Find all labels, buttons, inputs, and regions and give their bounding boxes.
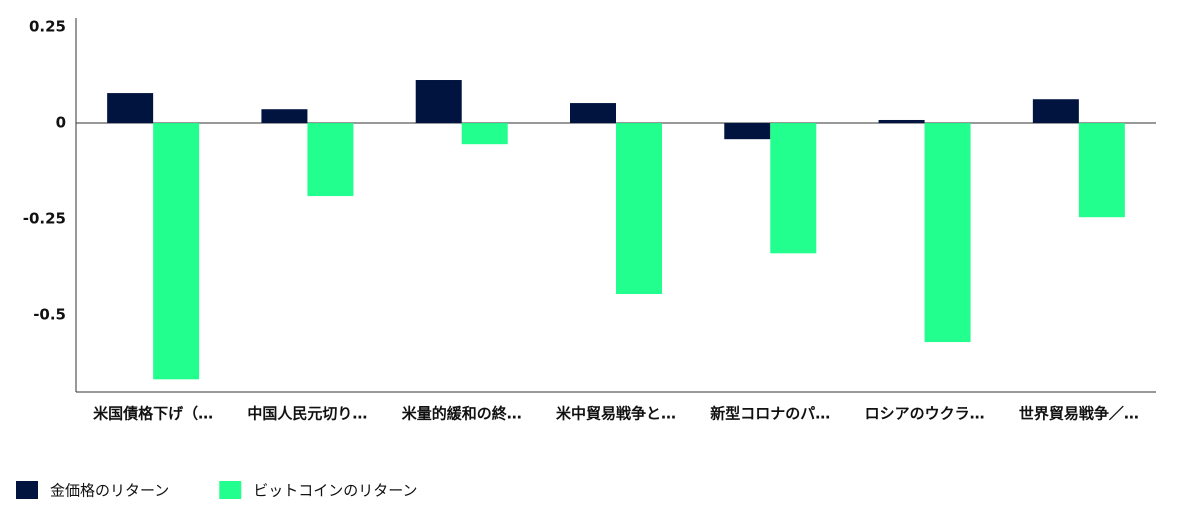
bar xyxy=(415,80,462,124)
legend-swatch xyxy=(16,481,38,499)
y-tick-label: 0 xyxy=(56,114,66,132)
bar xyxy=(570,103,616,124)
bar xyxy=(107,93,154,124)
y-tick-label: 0.25 xyxy=(29,18,66,36)
legend-swatch xyxy=(219,481,242,499)
bar xyxy=(461,123,508,145)
bar xyxy=(1032,99,1079,124)
y-tick-label: -0.25 xyxy=(23,210,66,228)
legend-label: 金価格のリターン xyxy=(50,482,169,500)
x-tick-label: 米量的緩和の終… xyxy=(402,405,522,423)
x-tick-label: 米国債格下げ（… xyxy=(93,405,213,423)
bar xyxy=(724,123,771,140)
bar xyxy=(924,123,971,343)
bar xyxy=(153,123,200,380)
x-tick-label: ロシアのウクラ… xyxy=(865,405,985,423)
bar xyxy=(1078,123,1125,218)
x-tick-label: 米中貿易戦争と… xyxy=(556,405,676,423)
x-tick-label: 世界貿易戦争／… xyxy=(1019,405,1139,423)
bar xyxy=(616,123,662,295)
bar xyxy=(770,123,817,254)
x-tick-label: 新型コロナのパ… xyxy=(710,405,830,423)
y-tick-label: -0.5 xyxy=(33,306,66,324)
legend-label: ビットコインのリターン xyxy=(253,482,417,500)
bar xyxy=(307,123,354,197)
bar xyxy=(878,119,925,124)
bar xyxy=(261,109,308,124)
x-tick-label: 中国人民元切り… xyxy=(247,405,367,423)
